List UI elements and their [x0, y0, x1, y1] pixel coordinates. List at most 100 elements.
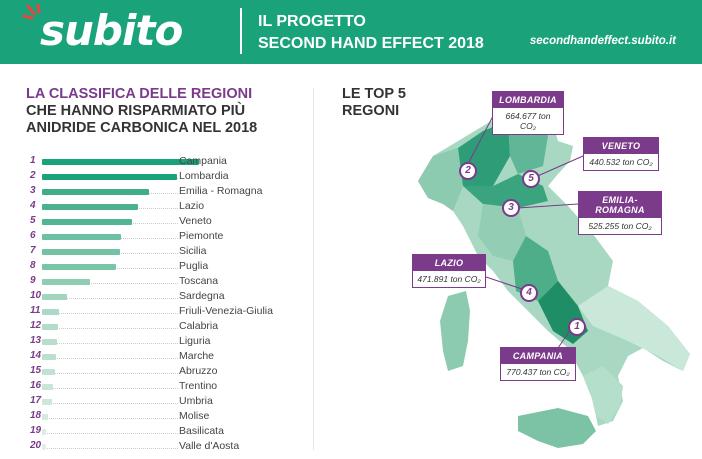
- region-toscana: [478, 204, 526, 261]
- rank-leader-dots: [42, 283, 178, 284]
- marker-rank-2: 2: [459, 162, 477, 180]
- rank-region-label: Lombardia: [179, 170, 229, 182]
- callout-emilia-romagna-name: EMILIA-ROMAGNA: [579, 192, 661, 218]
- project-title: IL PROGETTO SECOND HAND EFFECT 2018: [258, 11, 484, 55]
- rank-row: 18 Molise: [26, 409, 306, 424]
- ranking-bar-chart: 1 Campania 2 Lombardia 3 Emilia - Romagna 4 Laz…: [26, 154, 306, 454]
- rank-bar: [42, 249, 120, 255]
- leader-veneto: [532, 155, 584, 179]
- rank-bar: [42, 339, 57, 345]
- callout-campania-name: CAMPANIA: [501, 348, 575, 364]
- rank-number: 9: [30, 275, 36, 286]
- rank-leader-dots: [42, 448, 178, 449]
- rank-row: 12 Calabria: [26, 319, 306, 334]
- rank-row: 3 Emilia - Romagna: [26, 184, 306, 199]
- rank-row: 14 Marche: [26, 349, 306, 364]
- logo-rays-icon: [22, 4, 41, 20]
- rank-number: 11: [30, 305, 41, 316]
- rank-leader-dots: [42, 358, 178, 359]
- rank-region-label: Piemonte: [179, 230, 224, 242]
- rank-bar: [42, 204, 138, 210]
- rank-bar: [42, 279, 90, 285]
- callout-lazio: LAZIO 471.891 ton CO₂: [412, 254, 486, 288]
- project-title-line1: IL PROGETTO: [258, 13, 366, 30]
- rank-number: 15: [30, 365, 42, 376]
- marker-rank-1: 1: [568, 318, 586, 336]
- rank-row: 5 Veneto: [26, 214, 306, 229]
- rank-bar: [42, 219, 132, 225]
- rank-row: 1 Campania: [26, 154, 306, 169]
- callout-lazio-value: 471.891 ton CO₂: [417, 274, 481, 284]
- rank-row: 10 Sardegna: [26, 289, 306, 304]
- rank-row: 6 Piemonte: [26, 229, 306, 244]
- callout-veneto-name: VENETO: [584, 138, 658, 154]
- rank-number: 17: [30, 395, 42, 406]
- marker-rank-4: 4: [520, 284, 538, 302]
- leader-lombardia: [467, 115, 494, 165]
- rank-number: 8: [30, 260, 36, 271]
- rank-row: 7 Sicilia: [26, 244, 306, 259]
- rank-number: 10: [30, 290, 42, 301]
- rank-bar: [42, 384, 53, 390]
- rank-number: 12: [30, 320, 42, 331]
- rank-row: 4 Lazio: [26, 199, 306, 214]
- rank-leader-dots: [42, 298, 178, 299]
- rank-bar: [42, 234, 121, 240]
- rank-number: 1: [30, 155, 36, 166]
- rank-bar: [42, 399, 52, 405]
- ranking-title: LA CLASSIFICA DELLE REGIONI CHE HANNO RI…: [26, 86, 296, 137]
- rank-bar: [42, 429, 46, 435]
- rank-bar: [42, 369, 55, 375]
- rank-number: 14: [30, 350, 42, 361]
- rank-number: 4: [30, 200, 36, 211]
- rank-row: 16 Trentino: [26, 379, 306, 394]
- rank-region-label: Basilicata: [179, 425, 224, 437]
- rank-number: 6: [30, 230, 36, 241]
- callout-campania: CAMPANIA 770.437 ton CO₂: [500, 347, 576, 381]
- rank-region-label: Marche: [179, 350, 215, 362]
- region-piemonte: [418, 148, 463, 211]
- rank-row: 20 Valle d'Aosta: [26, 439, 306, 454]
- callout-emilia-romagna: EMILIA-ROMAGNA 525.255 ton CO₂: [578, 191, 662, 235]
- callout-lombardia: LOMBARDIA 664.677 ton CO₂: [492, 91, 564, 135]
- callout-veneto-value: 440.532 ton CO₂: [589, 157, 653, 167]
- rank-number: 20: [30, 440, 42, 451]
- site-url[interactable]: secondhandeffect.subito.it: [529, 35, 676, 47]
- rank-bar: [42, 189, 149, 195]
- rank-row: 2 Lombardia: [26, 169, 306, 184]
- rank-leader-dots: [42, 328, 178, 329]
- rank-region-label: Sardegna: [179, 290, 225, 302]
- callout-lombardia-name: LOMBARDIA: [493, 92, 563, 108]
- ranking-title-accent: LA CLASSIFICA DELLE REGIONI: [26, 86, 253, 102]
- top5-title-line1: LE TOP 5: [342, 86, 406, 102]
- callout-lazio-name: LAZIO: [413, 255, 485, 271]
- top5-title: LE TOP 5 REGONI: [342, 86, 406, 120]
- rank-row: 11 Friuli-Venezia-Giulia: [26, 304, 306, 319]
- rank-leader-dots: [42, 313, 178, 314]
- rank-bar: [42, 444, 46, 450]
- rank-region-label: Calabria: [179, 320, 219, 332]
- rank-region-label: Emilia - Romagna: [179, 185, 263, 197]
- rank-number: 19: [30, 425, 42, 436]
- callout-emilia-romagna-value: 525.255 ton CO₂: [588, 221, 652, 231]
- rank-leader-dots: [42, 343, 178, 344]
- rank-number: 3: [30, 185, 36, 196]
- callout-veneto: VENETO 440.532 ton CO₂: [583, 137, 659, 171]
- rank-leader-dots: [42, 433, 178, 434]
- rank-leader-dots: [42, 388, 178, 389]
- rank-number: 13: [30, 335, 42, 346]
- region-puglia: [578, 286, 690, 371]
- rank-bar: [42, 294, 67, 300]
- rank-bar: [42, 309, 59, 315]
- brand-logo: subito: [40, 6, 183, 55]
- rank-leader-dots: [42, 373, 178, 374]
- rank-number: 2: [30, 170, 36, 181]
- ranking-title-line3: ANIDRIDE CARBONICA NEL 2018: [26, 120, 258, 136]
- rank-region-label: Umbria: [179, 395, 213, 407]
- rank-region-label: Lazio: [179, 200, 205, 212]
- column-divider: [313, 88, 314, 450]
- callout-campania-value: 770.437 ton CO₂: [506, 367, 570, 377]
- rank-leader-dots: [42, 403, 178, 404]
- leader-emilia: [517, 203, 579, 209]
- rank-region-label: Campania: [179, 155, 227, 167]
